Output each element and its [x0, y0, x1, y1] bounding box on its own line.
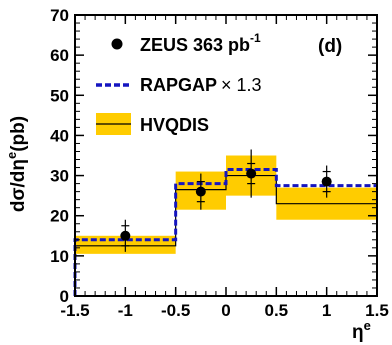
- y-axis-title-suffix: (pb): [8, 116, 29, 152]
- panel-label: (d): [318, 36, 342, 57]
- data-point: [321, 176, 332, 187]
- data-point: [195, 186, 206, 197]
- legend-zeus-marker: [111, 38, 123, 50]
- y-axis-title-sup: e: [4, 152, 19, 159]
- data-point: [120, 230, 131, 241]
- legend-rapgap-suffix: × 1.3: [221, 75, 262, 95]
- hvqdis-line: [74, 174, 377, 296]
- legend-rapgap-label: RAPGAP × 1.3: [140, 75, 262, 95]
- ticks-layer: -1.5 -1 -0.5 0 0.5 1 1.5 0 10 20 30 40 50 60 70: [50, 6, 389, 320]
- x-tick-label: -1: [118, 301, 133, 320]
- data-point: [246, 168, 257, 179]
- x-axis-title-main: η: [352, 322, 364, 343]
- x-tick-label: 1: [322, 301, 331, 320]
- y-axis-title: dσ/dηe(pb): [4, 116, 29, 212]
- y-tick-label: 10: [50, 247, 69, 266]
- y-tick-label: 50: [50, 86, 69, 105]
- y-tick-label: 60: [50, 46, 69, 65]
- legend-zeus-sup: -1: [250, 31, 261, 45]
- legend-hvqdis-label: HVQDIS: [140, 115, 209, 135]
- rapgap-line: [73, 168, 377, 296]
- data-points-layer: [120, 149, 332, 252]
- rapgap-line-layer: [73, 168, 377, 296]
- x-axis-title: ηe: [352, 318, 371, 343]
- x-tick-label: 0: [221, 301, 230, 320]
- legend: ZEUS 363 pb-1 RAPGAP × 1.3 HVQDIS: [96, 31, 262, 135]
- y-tick-label: 30: [50, 167, 69, 186]
- y-tick-label: 0: [60, 287, 69, 306]
- x-tick-label: -1.5: [60, 301, 89, 320]
- y-tick-label: 40: [50, 126, 69, 145]
- x-axis-title-sup: e: [364, 318, 371, 333]
- hvqdis-line-layer: [74, 174, 377, 296]
- legend-zeus-main: ZEUS 363 pb: [140, 35, 250, 55]
- x-tick-label: 0.5: [265, 301, 289, 320]
- y-tick-label: 70: [50, 6, 69, 25]
- y-tick-label: 20: [50, 207, 69, 226]
- x-tick-label: -0.5: [161, 301, 190, 320]
- x-tick-label: 1.5: [365, 301, 389, 320]
- y-axis-title-main: dσ/dη: [8, 159, 29, 212]
- legend-zeus-label: ZEUS 363 pb-1: [140, 31, 261, 55]
- legend-rapgap-main: RAPGAP: [140, 75, 217, 95]
